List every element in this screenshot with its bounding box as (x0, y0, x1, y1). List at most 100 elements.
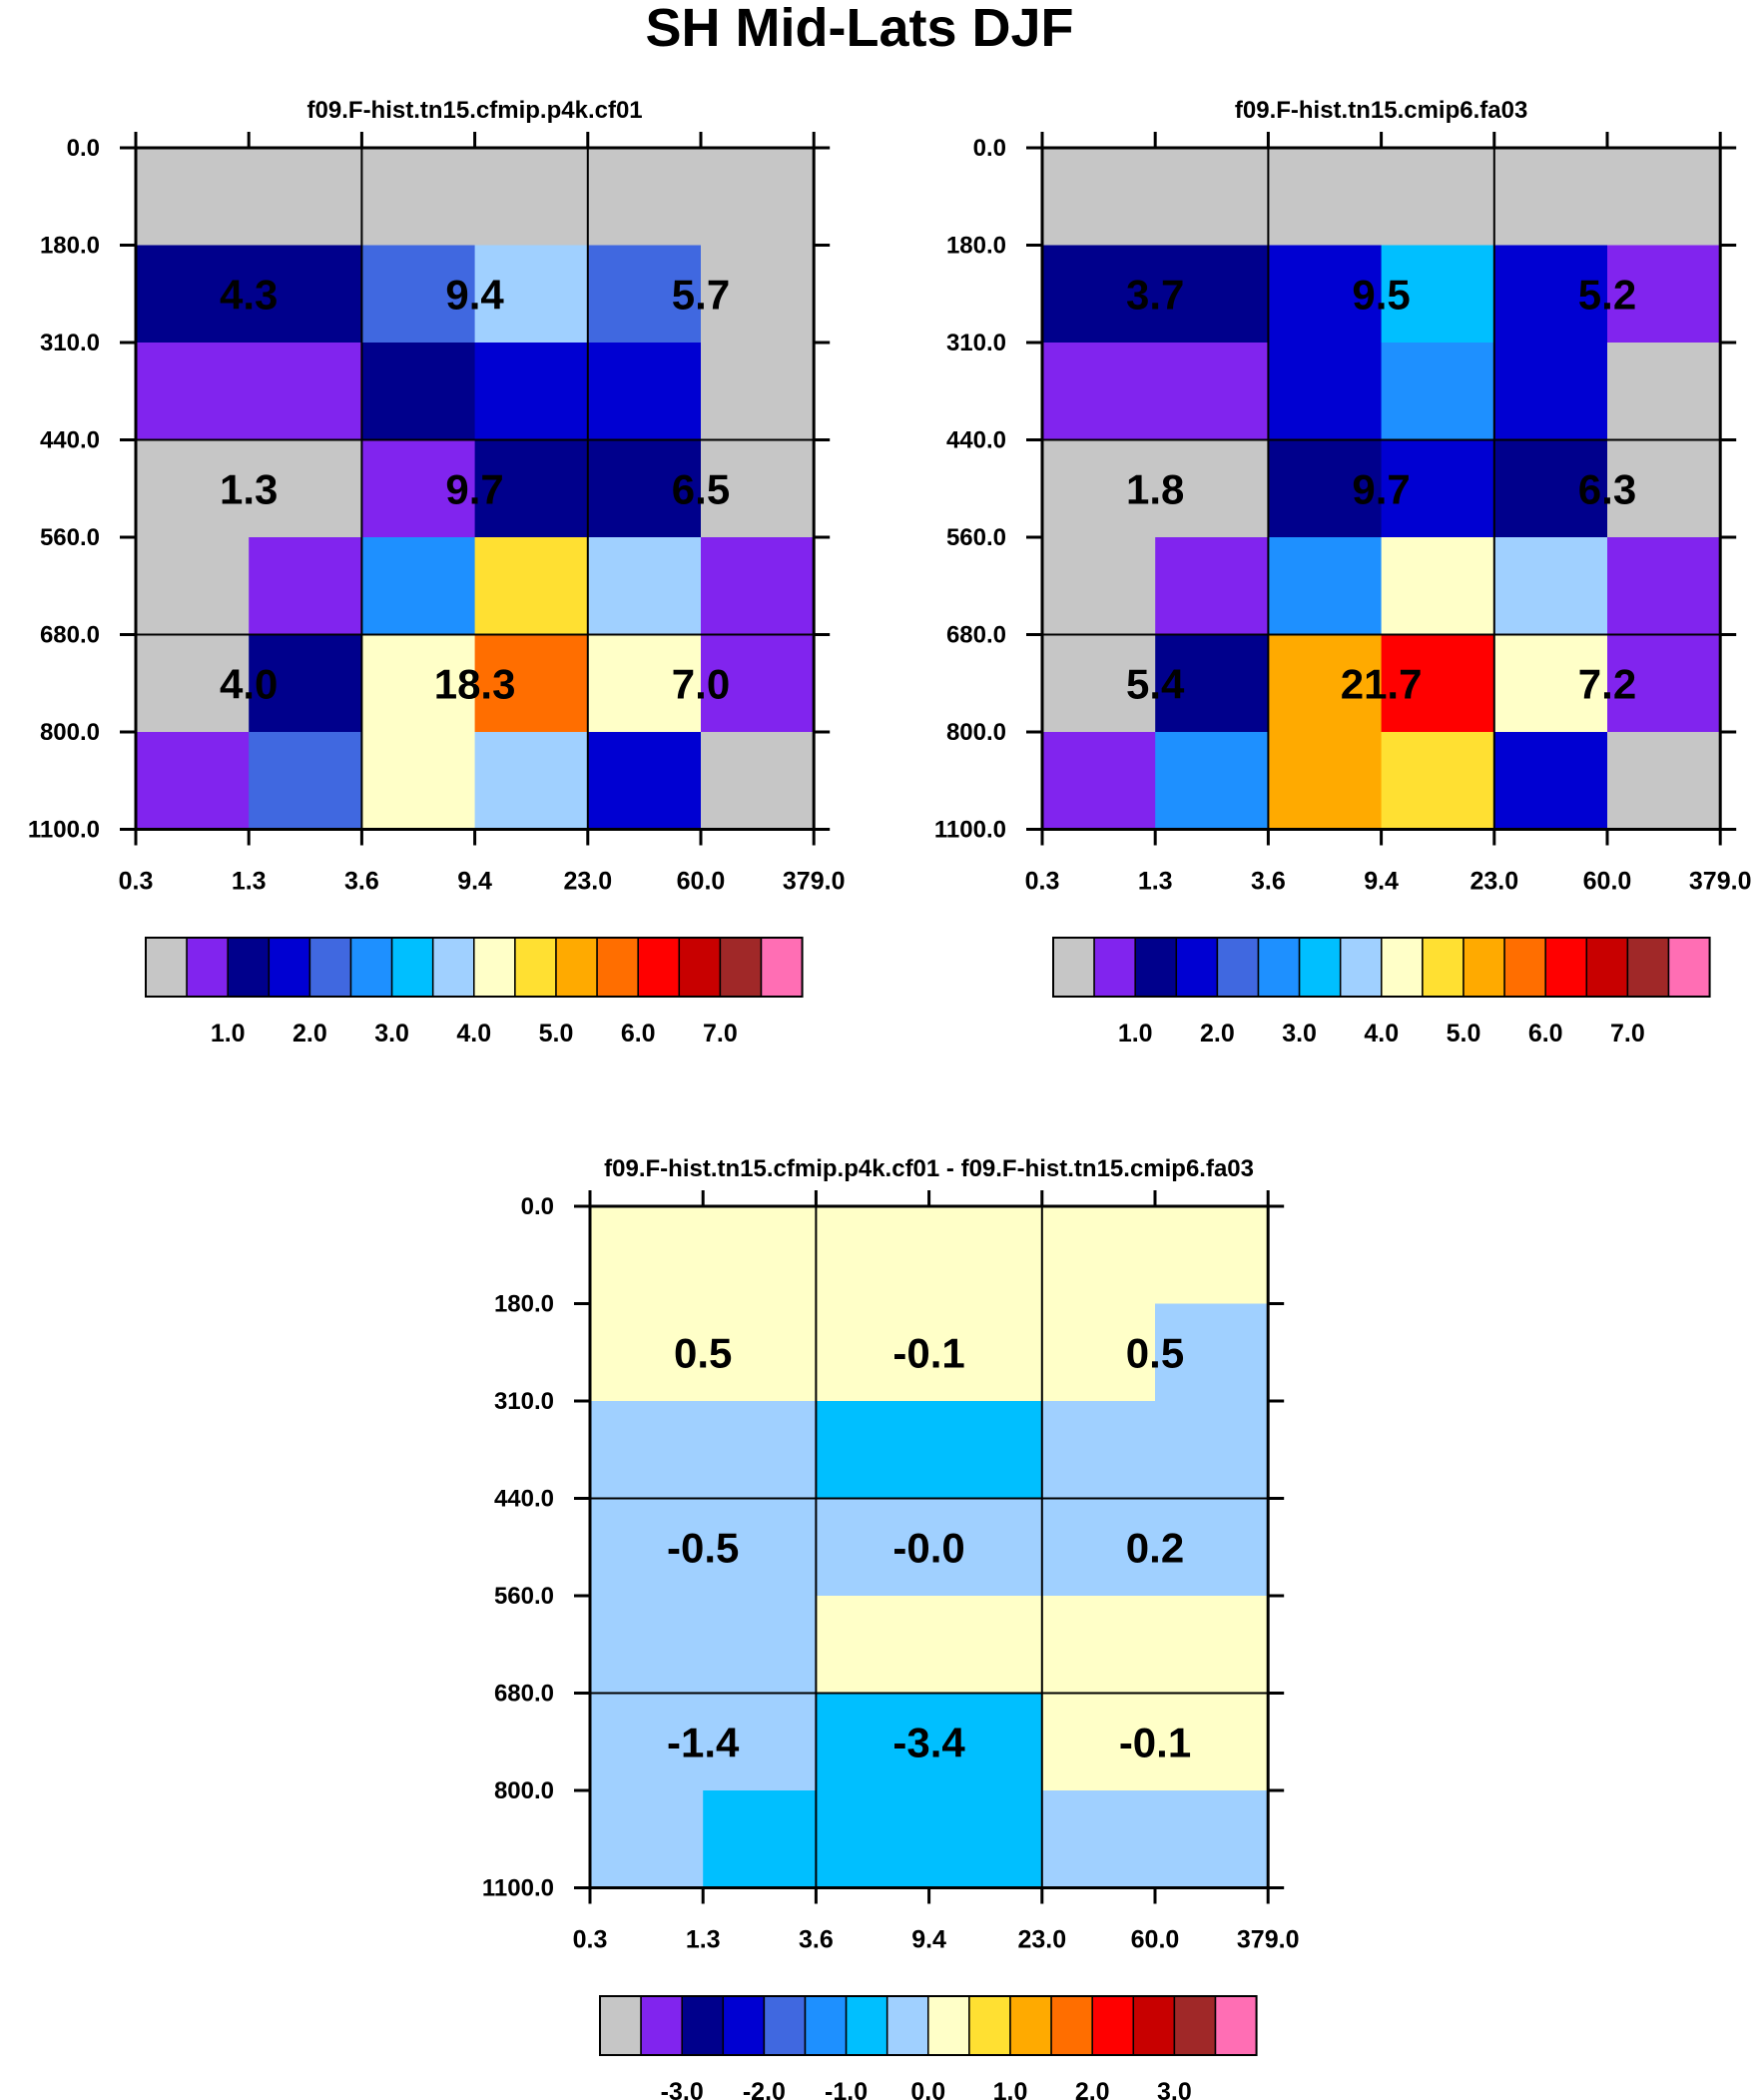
box-value-label: 5.7 (672, 271, 730, 318)
heatmap-cell (590, 1596, 704, 1695)
x-tick-label: 1.3 (232, 868, 267, 896)
y-tick-label: 680.0 (40, 622, 100, 649)
heatmap-cell (587, 245, 702, 344)
heatmap-cell (1381, 537, 1495, 636)
heatmap-cell (1155, 1401, 1269, 1500)
heatmap-cell (474, 732, 589, 831)
heatmap-cell (361, 343, 476, 441)
heatmap-cell (1155, 245, 1269, 344)
x-tick-label: 23.0 (1469, 868, 1518, 896)
colorbar-swatch (1050, 1995, 1093, 2056)
heatmap-cell (1155, 343, 1269, 441)
colorbar-frame (145, 937, 804, 998)
panels: f09.F-hist.tn15.cfmip.p4k.cf01 0.0 180.0 31… (28, 97, 1752, 2100)
y-tick-label: 440.0 (40, 427, 100, 454)
colorbar-swatch (1585, 937, 1629, 998)
box-value-label: 9.4 (445, 271, 504, 318)
colorbar-swatch (678, 937, 722, 998)
colorbar-swatch (1093, 937, 1136, 998)
y-tick-label: 310.0 (40, 330, 100, 356)
box-value-label: -0.1 (892, 1329, 964, 1376)
colorbar: 1.0 2.0 3.0 4.0 5.0 6.0 7.0 (145, 937, 804, 1048)
box-value-label: 7.2 (1578, 660, 1636, 707)
heatmap-cell (1607, 537, 1721, 636)
colorbar-swatch (763, 1995, 807, 2056)
heatmap-cell (474, 245, 589, 344)
x-tick-label: 23.0 (563, 868, 612, 896)
x-tick-label: 9.4 (1364, 868, 1399, 896)
heatmap-cell (590, 1401, 704, 1500)
x-tick-label: 60.0 (1583, 868, 1632, 896)
heatmap-cell (1607, 732, 1721, 831)
box-value-label: -3.4 (892, 1719, 965, 1765)
x-tick-label: 60.0 (677, 868, 726, 896)
heatmap-cell (1381, 634, 1495, 733)
colorbar-swatch (1091, 1995, 1135, 2056)
box-value-label: 0.5 (1126, 1329, 1184, 1376)
x-tick-label: 3.6 (1251, 868, 1286, 896)
colorbar-swatch (1667, 937, 1711, 998)
heatmap-cell (703, 1790, 817, 1889)
colorbar-swatch (885, 1995, 929, 2056)
heatmap-cell (703, 1401, 817, 1500)
colorbar-label: -1.0 (825, 2078, 868, 2100)
y-tick-label: 560.0 (946, 524, 1006, 551)
heatmap-cell (136, 537, 250, 636)
box-value-label: 1.3 (220, 465, 278, 512)
heatmap-cell (587, 439, 702, 538)
heatmap-cell (1042, 634, 1156, 733)
colorbar-swatch (640, 1995, 683, 2056)
heatmap-cell (590, 1303, 704, 1402)
heatmap-cell (1493, 245, 1608, 344)
box-value-label: 5.4 (1126, 660, 1185, 707)
colorbar-swatch (596, 937, 639, 998)
heatmap-cell (1155, 1790, 1269, 1889)
colorbar-label: 7.0 (703, 1020, 738, 1048)
heatmap-cell (1493, 732, 1608, 831)
heatmap-cell (590, 1498, 704, 1597)
heatmap-cell (136, 148, 250, 247)
x-tick-label: 379.0 (783, 868, 846, 896)
x-tick-label: 379.0 (1689, 868, 1752, 896)
y-tick-label: 180.0 (494, 1291, 554, 1318)
colorbar-swatch (431, 937, 475, 998)
colorbar-swatch (845, 1995, 888, 2056)
x-tick-label: 3.6 (799, 1926, 834, 1954)
box-value-label: 9.7 (1352, 465, 1410, 512)
heatmap-cell (249, 343, 362, 441)
heatmap-cell (1493, 343, 1608, 441)
heatmap-cell (1607, 343, 1721, 441)
heatmap-cell (474, 148, 589, 247)
colorbar-swatch (1009, 1995, 1052, 2056)
y-tick-label: 800.0 (494, 1777, 554, 1804)
heatmap-cell (587, 537, 702, 636)
panel-title: f09.F-hist.tn15.cfmip.p4k.cf01 (307, 97, 643, 124)
heatmap-cell (1493, 537, 1608, 636)
y-tick-label: 800.0 (946, 719, 1006, 746)
heatmap-cell (136, 634, 250, 733)
heatmap-cell (1607, 634, 1721, 733)
heatmap-cell (249, 245, 362, 344)
heatmap-cell (701, 245, 815, 344)
y-tick-label: 0.0 (521, 1193, 554, 1220)
y-tick-label: 310.0 (946, 330, 1006, 356)
heatmap-cell (1268, 148, 1383, 247)
box-value-label: 3.7 (1126, 271, 1184, 318)
colorbar-label: 4.0 (1364, 1020, 1399, 1048)
heatmap-cell (1381, 148, 1495, 247)
colorbar-label: 6.0 (621, 1020, 656, 1048)
heatmap-cell (816, 1693, 930, 1791)
heatmap-cell (1042, 439, 1156, 538)
colorbar-swatch (1298, 937, 1342, 998)
heatmap-cell (701, 634, 815, 733)
heatmap-cell (1155, 1596, 1269, 1695)
heatmap-cell (1155, 634, 1269, 733)
heatmap-cell (1607, 148, 1721, 247)
heatmap-cell (474, 439, 589, 538)
panel-title: f09.F-hist.tn15.cfmip.p4k.cf01 - f09.F-h… (604, 1155, 1254, 1182)
colorbar-label: 7.0 (1610, 1020, 1645, 1048)
panel-3: f09.F-hist.tn15.cfmip.p4k.cf01 - f09.F-h… (482, 1155, 1300, 2100)
heatmap-cell (928, 1790, 1043, 1889)
box-value-label: 4.3 (220, 271, 278, 318)
colorbar-label: 3.0 (374, 1020, 409, 1048)
